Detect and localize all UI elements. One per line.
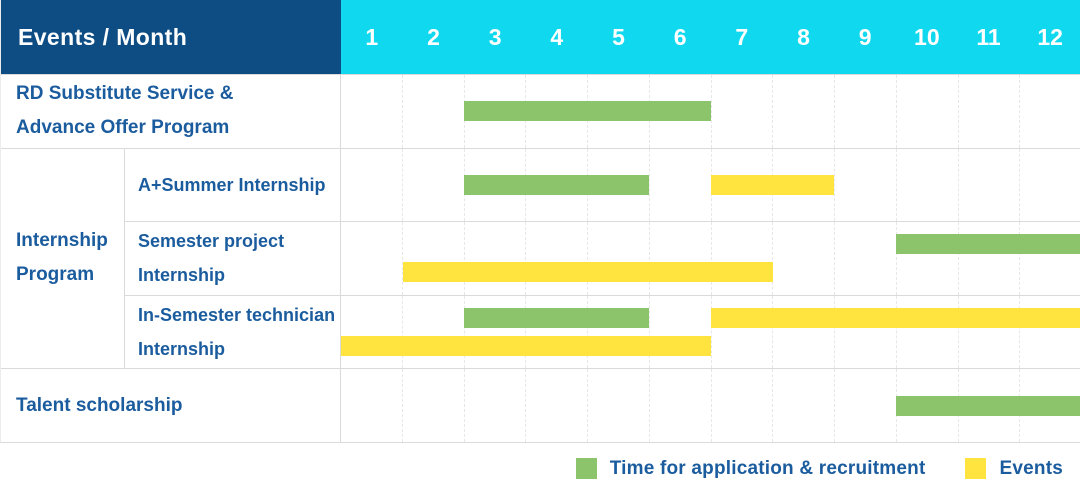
- legend-label-application-recruitment: Time for application & recruitment: [609, 457, 926, 479]
- month-gridcell: [710, 75, 773, 148]
- month-gridcell: [710, 148, 773, 222]
- month-gridcell: [401, 295, 464, 369]
- month-gridcell: [525, 222, 587, 295]
- month-gridcell: [957, 222, 1020, 295]
- chart-row-a-summer-internship: [341, 147, 1080, 222]
- yellow-swatch-icon: [965, 458, 987, 480]
- month-gridcell: [341, 296, 402, 369]
- month-gridcell: [834, 148, 896, 222]
- month-gridcell: [587, 295, 649, 369]
- month-gridcell: [957, 148, 1020, 222]
- month-gridcell: [463, 295, 526, 369]
- month-header-9: 9: [858, 23, 872, 50]
- legend-item-application-recruitment: Time for application & recruitment: [575, 457, 926, 480]
- month-gridcell: [834, 222, 896, 295]
- month-gridcell: [895, 295, 958, 369]
- month-gridcell: [772, 295, 834, 369]
- month-gridcell: [401, 75, 464, 148]
- month-header-1: 1: [365, 23, 379, 50]
- month-gridcell: [341, 75, 402, 148]
- month-gridcell: [587, 369, 649, 442]
- month-gridcell: [834, 75, 896, 148]
- month-gridcell: [895, 148, 958, 222]
- events-month-table: Events / Month 1 2 3 4 5 6 7 8 9 10 11 12 RD Substi…: [0, 0, 1080, 443]
- month-header-row: 1 2 3 4 5 6 7 8 9 10 11 12: [341, 0, 1080, 74]
- month-gridcell: [772, 222, 834, 295]
- gantt-bar-green: [896, 234, 1080, 255]
- month-header-8: 8: [797, 23, 810, 50]
- month-gridcell: [341, 369, 402, 442]
- chart-row-talent-scholarship: [341, 368, 1080, 442]
- month-gridcell: [525, 369, 587, 442]
- month-gridcell: [710, 369, 773, 442]
- month-gridcell: [710, 222, 773, 295]
- chart-row-in-semester-technician-internship: [341, 294, 1080, 369]
- chart-row-rd-substitute: [341, 74, 1080, 148]
- month-gridcell: [463, 148, 526, 222]
- month-header-6: 6: [673, 23, 687, 50]
- gantt-bar-yellow: [341, 336, 711, 357]
- month-gridcell: [957, 75, 1020, 148]
- group-label-internship-program: Internship Program: [1, 147, 125, 369]
- month-gridcell: [834, 369, 896, 442]
- month-gridcell: [648, 369, 711, 442]
- month-gridcell: [463, 75, 526, 148]
- month-gridcell: [401, 222, 464, 295]
- row-label-a-summer-internship: A+Summer Internship: [125, 147, 341, 222]
- month-header-2: 2: [427, 23, 440, 50]
- row-label-semester-project-internship: Semester project Internship: [125, 221, 341, 295]
- month-gridcell: [1019, 295, 1080, 369]
- row-label-in-semester-technician-internship: In-Semester technician Internship: [125, 294, 341, 369]
- month-gridcell: [525, 295, 587, 369]
- month-gridcell: [401, 369, 464, 442]
- month-gridcell: [895, 75, 958, 148]
- month-gridcell: [710, 295, 773, 369]
- gantt-bar-green: [464, 308, 650, 329]
- month-gridcell: [772, 369, 834, 442]
- month-gridcell: [587, 222, 649, 295]
- gantt-bar-green: [896, 395, 1080, 416]
- month-gridcell: [1019, 75, 1080, 148]
- month-gridcell: [772, 75, 834, 148]
- chart-row-semester-project-internship: [341, 221, 1080, 295]
- row-label-talent-scholarship: Talent scholarship: [1, 368, 341, 442]
- legend-label-events: Events: [999, 457, 1063, 479]
- month-gridcell: [648, 148, 711, 222]
- month-gridcell: [1019, 148, 1080, 222]
- month-header-11: 11: [976, 23, 1001, 50]
- month-gridcell: [1019, 222, 1080, 295]
- month-header-5: 5: [612, 23, 625, 50]
- month-header-10: 10: [914, 23, 940, 50]
- month-gridcell: [341, 222, 402, 295]
- month-gridcell: [401, 148, 464, 222]
- gantt-bar-green: [464, 174, 650, 195]
- table-header-events-month: Events / Month: [1, 0, 341, 74]
- legend: Time for application & recruitment Event…: [0, 443, 1080, 494]
- month-header-12: 12: [1037, 23, 1063, 50]
- month-header-3: 3: [488, 23, 502, 50]
- month-gridcell: [834, 295, 896, 369]
- green-swatch-icon: [575, 458, 597, 480]
- gantt-bar-yellow: [711, 308, 1080, 329]
- gantt-bar-yellow: [711, 174, 835, 195]
- month-gridcell: [341, 149, 402, 222]
- month-gridcell: [648, 222, 711, 295]
- gantt-bar-yellow: [402, 262, 773, 283]
- legend-item-events: Events: [965, 458, 1063, 480]
- row-label-rd-substitute: RD Substitute Service & Advance Offer Pr…: [1, 74, 341, 148]
- events-month-title: Events / Month: [18, 23, 188, 50]
- month-gridcell: [895, 222, 958, 295]
- month-gridcell: [957, 295, 1020, 369]
- month-gridcell: [463, 222, 526, 295]
- month-gridcell: [648, 295, 711, 369]
- gantt-bar-green: [464, 101, 711, 122]
- month-header-7: 7: [735, 23, 749, 50]
- month-header-4: 4: [550, 23, 564, 50]
- month-gridcell: [463, 369, 526, 442]
